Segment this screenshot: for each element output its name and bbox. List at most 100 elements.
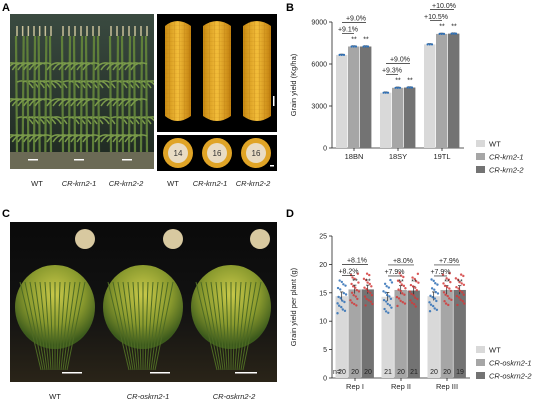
rice-stem: [236, 281, 247, 371]
data-point: [384, 291, 387, 294]
bar: [361, 289, 374, 378]
data-point: [363, 295, 367, 298]
data-point: [388, 304, 392, 307]
data-point: [395, 295, 399, 299]
significance-mark: **: [439, 24, 445, 31]
data-point: [398, 272, 401, 275]
significance-mark: **: [411, 279, 417, 286]
significance-mark: **: [451, 24, 457, 31]
data-point: [411, 276, 414, 279]
rice-stem: [19, 281, 42, 371]
maize-stalk: [37, 35, 41, 153]
data-point: [394, 86, 397, 89]
data-point: [415, 280, 418, 283]
cross-section-count-krn2-2: 16: [252, 149, 261, 158]
maize-leaf: [50, 80, 68, 89]
bar: [348, 46, 360, 148]
data-point: [404, 287, 407, 290]
data-point: [385, 285, 388, 288]
data-point: [462, 293, 465, 296]
rice-field-image: [10, 222, 277, 382]
data-point: [350, 282, 353, 286]
n-count: 20: [430, 369, 438, 376]
data-point: [461, 291, 464, 294]
data-point: [429, 294, 432, 298]
rice-stem: [58, 281, 66, 371]
bar: [436, 33, 448, 148]
percent-change-label: +9.3%: [382, 68, 402, 75]
n-count: 20: [364, 369, 372, 376]
percent-change-label: +7.9%: [439, 258, 459, 265]
legend-swatch: [476, 359, 485, 366]
rice-label-oskrn2-1: CR-oskrn2-1: [126, 392, 170, 401]
data-point: [384, 310, 388, 313]
maize-leaf: [34, 98, 52, 107]
rice-stem: [144, 281, 149, 371]
data-point: [363, 286, 366, 289]
maize-leaf: [146, 80, 154, 83]
data-point: [351, 276, 354, 279]
percent-change-label: +7.9%: [430, 269, 450, 276]
maize-leaf: [82, 62, 100, 71]
data-point: [349, 299, 352, 302]
maize-stalk: [96, 35, 101, 153]
cob-cross-sections-photo: 14 16 16: [157, 135, 277, 171]
maize-ears-image: [157, 14, 277, 132]
data-point: [408, 290, 412, 293]
data-point: [343, 309, 347, 313]
n-count: 19: [456, 369, 464, 376]
legend-label: WT: [489, 140, 501, 149]
panel-c-letter: C: [2, 208, 10, 220]
data-point: [390, 306, 393, 309]
data-point: [406, 86, 409, 89]
data-point: [336, 312, 339, 315]
bar: [360, 46, 372, 148]
data-point: [350, 291, 354, 294]
maize-leaf: [98, 116, 116, 125]
data-point: [389, 278, 392, 282]
data-point: [446, 294, 449, 298]
rice-stem: [66, 281, 86, 371]
data-point: [444, 293, 447, 296]
maize-stalk: [21, 35, 25, 153]
data-point: [442, 291, 446, 294]
data-point: [338, 53, 341, 57]
data-point: [414, 286, 417, 290]
rice-field-photo: [10, 222, 277, 382]
significance-mark: **: [352, 278, 358, 285]
y-tick-label: 15: [319, 290, 327, 297]
rice-stem: [107, 281, 130, 371]
data-point: [438, 32, 441, 36]
rice-stem: [225, 281, 230, 371]
data-point: [434, 282, 437, 285]
data-point: [413, 277, 416, 281]
data-point: [412, 302, 416, 306]
rice-label-wt: WT: [49, 392, 61, 401]
x-category-label: 18BN: [345, 152, 364, 161]
significance-mark: **: [444, 279, 450, 286]
percent-change-label: +9.0%: [346, 16, 366, 23]
data-point: [410, 301, 414, 304]
percent-change-label: +8.1%: [347, 258, 367, 265]
data-point: [416, 297, 419, 301]
data-point: [450, 298, 453, 302]
rice-stem: [220, 281, 228, 371]
data-point: [337, 304, 341, 307]
legend-label: WT: [489, 346, 501, 355]
bar: [440, 289, 453, 378]
data-point: [409, 283, 413, 287]
data-point: [341, 299, 344, 302]
rice-stem: [205, 281, 222, 371]
data-point: [403, 293, 406, 296]
bar: [348, 289, 361, 378]
data-point: [440, 32, 443, 36]
rice-stem: [44, 281, 52, 371]
data-point: [455, 286, 458, 289]
data-point: [436, 283, 439, 286]
data-point: [396, 86, 399, 89]
data-point: [430, 43, 434, 46]
rice-label-oskrn2-2: CR-oskrn2-2: [212, 392, 256, 401]
rice-stem: [64, 281, 81, 371]
maize-stalk: [132, 35, 137, 153]
data-point: [339, 297, 342, 300]
